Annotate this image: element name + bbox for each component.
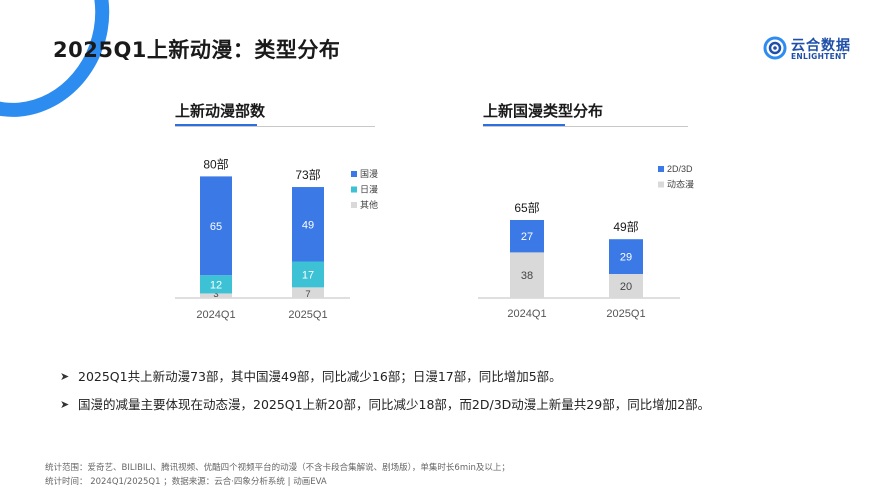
chart2-total-label: 65部 [514,200,539,215]
footer-scope: 统计范围：爱奇艺、BILIBILI、腾讯视频、优酷四个视频平台的动漫（不含卡段合… [45,463,510,473]
chart1-bar-segment [292,261,324,288]
chart1-category-label: 2024Q1 [196,309,235,321]
chart1-title: 上新动漫部数 [175,102,266,120]
chart2-bar-segment [510,252,544,298]
enlightent-logo-icon [763,36,787,60]
chart2-legend-label: 2D/3D [667,164,693,174]
chart1-data-label: 49 [302,219,314,231]
chart2-data-label: 29 [620,252,632,264]
chart1-legend-label: 日漫 [360,184,378,195]
logo-text-cn: 云合数据 [791,38,851,54]
chart1-data-label: 7 [305,289,310,300]
chart1-legend-swatch [351,202,357,208]
chart1-bar-segment [292,187,324,262]
chart1-category-label: 2025Q1 [288,309,327,321]
chart1-bar-segment [200,176,232,276]
chart2-legend-swatch [658,166,664,172]
bullet-text: 国漫的减量主要体现在动态漫，2025Q1上新20部，同比减少18部，而2D/3D… [78,397,711,412]
footer-notes: 统计范围：爱奇艺、BILIBILI、腾讯视频、优酷四个视频平台的动漫（不含卡段合… [45,461,510,489]
chart2-bar-segment [609,239,643,274]
chart1-data-label: 65 [210,221,222,233]
chart1-legend-swatch [351,186,357,193]
chart2-total-label: 49部 [613,219,638,234]
chart1-bar-segment [200,293,232,298]
chart1-title-underline [175,124,257,127]
chart1-title-rule [175,126,375,127]
bullet-item: ➤ 2025Q1共上新动漫73部，其中国漫49部，同比减少16部；日漫17部，同… [60,368,710,396]
chart1-data-label: 3 [213,289,218,300]
chart2-title-rule [483,126,688,127]
arrow-right-icon: ➤ [60,370,70,383]
chart2-bar-segment [510,220,544,253]
chart1-total-label: 80部 [203,156,228,171]
page-title: 2025Q1上新动漫：类型分布 [53,38,341,62]
chart2-data-label: 27 [521,231,533,243]
chart2-title: 上新国漫类型分布 [483,102,604,120]
chart1-legend-label: 其他 [360,199,378,210]
chart2-bar-segment [609,274,643,298]
chart1-legend-swatch [351,171,357,177]
chart1-bar-segment [292,287,324,298]
chart2-data-label: 20 [620,281,632,293]
chart2-title-underline [483,124,565,127]
chart2-legend-label: 动态漫 [667,179,694,190]
bullet-item: ➤ 国漫的减量主要体现在动态漫，2025Q1上新20部，同比减少18部，而2D/… [60,396,710,424]
bullet-text: 2025Q1共上新动漫73部，其中国漫49部，同比减少16部；日漫17部，同比增… [78,369,562,384]
chart1-data-label: 12 [210,279,222,291]
chart1-legend-label: 国漫 [360,168,378,179]
chart1-bar-segment [200,275,232,294]
chart2-category-label: 2024Q1 [507,308,546,320]
chart2-category-label: 2025Q1 [606,308,645,320]
arrow-right-icon: ➤ [60,398,70,411]
company-logo: 云合数据 ENLIGHTENT [763,36,873,64]
chart2-data-label: 38 [521,270,533,282]
bullet-list: ➤ 2025Q1共上新动漫73部，其中国漫49部，同比减少16部；日漫17部，同… [60,368,710,424]
chart1-data-label: 17 [302,269,314,281]
footer-time-source: 统计时间： 2024Q1/2025Q1 ；数据来源：云合·四象分析系统 | 动画… [45,477,327,487]
chart1-total-label: 73部 [295,167,320,182]
chart2-legend-swatch [658,181,664,188]
logo-text-en: ENLIGHTENT [791,52,848,61]
